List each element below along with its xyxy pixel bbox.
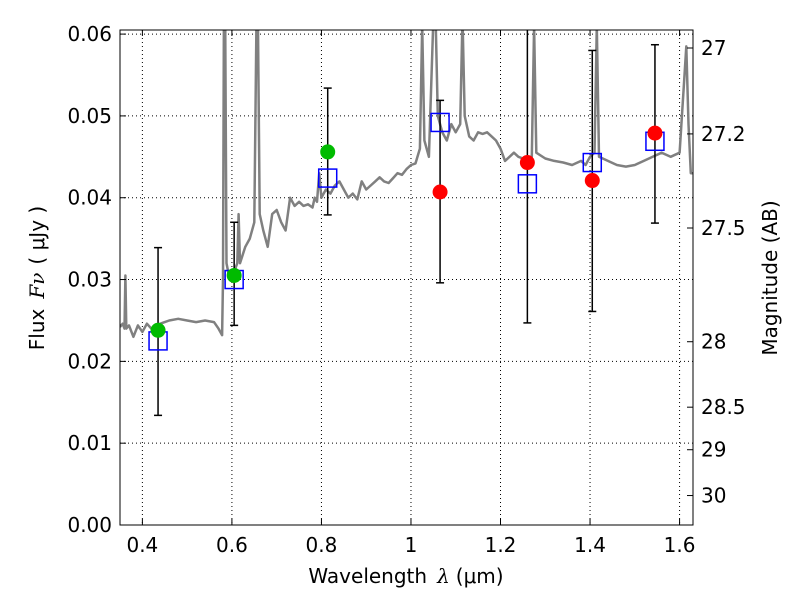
magnitude-tick-label: 27.5	[701, 216, 746, 240]
magnitude-tick-label: 28	[701, 330, 726, 354]
model-photometry-square	[430, 112, 450, 133]
y-tick-label: 0.01	[67, 431, 112, 455]
x-axis-label: Wavelength λ (μm)	[308, 564, 503, 588]
plot-content	[120, 30, 693, 417]
red-point	[519, 155, 535, 171]
magnitude-tick-label: 28.5	[701, 395, 746, 419]
x-tick-label: 1.2	[485, 533, 517, 557]
x-axis: 0.4 0.6 0.8 1 1.2 1.4 1.6	[126, 30, 695, 557]
y-axis: 0.00 0.01 0.02 0.03 0.04 0.05 0.06	[67, 22, 126, 537]
y-axis-label: FluxFν( μJy )	[25, 206, 49, 350]
grid	[120, 30, 693, 526]
y-tick-label: 0.03	[67, 268, 112, 292]
plot-frame	[119, 29, 694, 526]
model-photometry-square	[517, 174, 538, 194]
y-tick-label: 0.00	[67, 513, 112, 537]
red-point	[432, 184, 448, 200]
magnitude-tick-label: 27	[701, 36, 726, 60]
y-tick-label: 0.02	[67, 349, 112, 373]
magnitude-axis-label: Magnitude (AB)	[758, 200, 782, 355]
red-point	[584, 173, 600, 189]
y-tick-label: 0.04	[67, 186, 112, 210]
observed-points-group	[150, 125, 663, 338]
x-tick-label: 0.4	[126, 533, 158, 557]
green-point	[320, 144, 336, 160]
model-photometry-square	[317, 168, 338, 188]
x-tick-label: 0.8	[306, 533, 338, 557]
y-tick-label: 0.05	[67, 104, 112, 128]
y-tick-label: 0.06	[67, 22, 112, 46]
green-point	[226, 267, 242, 283]
model-photometry-square	[582, 152, 603, 173]
magnitude-tick-label: 29	[701, 438, 726, 462]
x-tick-label: 1	[405, 533, 418, 557]
green-point	[150, 322, 166, 338]
red-point	[647, 125, 663, 141]
magnitude-tick-label: 27.2	[701, 122, 746, 146]
magnitude-tick-label: 30	[701, 484, 726, 508]
magnitude-axis: 27 27.2 27.5 28 28.5 29 30	[687, 36, 746, 508]
model-photometry-group	[148, 112, 665, 351]
model-sed-line	[120, 30, 693, 339]
model-sed-group	[120, 30, 693, 339]
x-tick-label: 1.6	[664, 533, 696, 557]
x-tick-label: 0.6	[216, 533, 248, 557]
plot-area	[120, 30, 693, 525]
x-tick-label: 1.4	[574, 533, 606, 557]
